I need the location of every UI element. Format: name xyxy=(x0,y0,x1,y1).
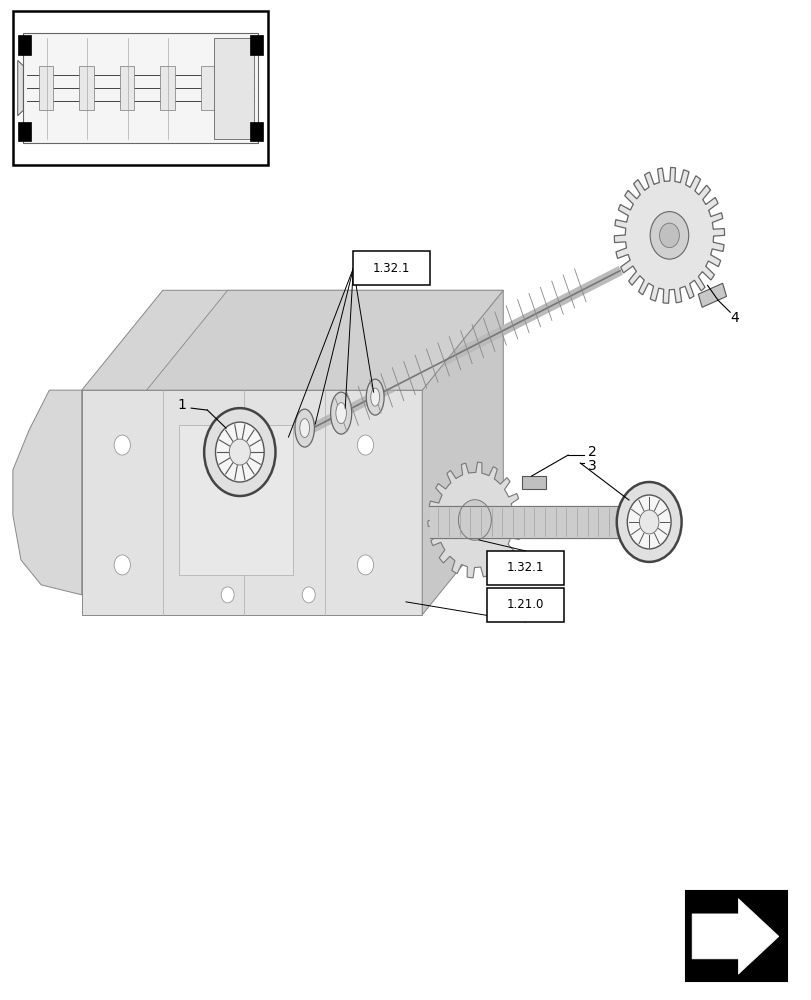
Bar xyxy=(353,251,430,285)
Text: 2: 2 xyxy=(588,445,596,459)
Circle shape xyxy=(650,212,688,259)
Bar xyxy=(120,66,135,110)
Ellipse shape xyxy=(371,388,380,406)
Bar xyxy=(39,66,54,110)
Polygon shape xyxy=(82,290,503,390)
Ellipse shape xyxy=(366,379,384,415)
Bar xyxy=(161,66,174,110)
Ellipse shape xyxy=(299,419,309,438)
Circle shape xyxy=(221,587,234,603)
Bar xyxy=(487,588,564,622)
Bar xyxy=(79,66,94,110)
Polygon shape xyxy=(422,290,503,615)
Ellipse shape xyxy=(336,403,346,424)
Circle shape xyxy=(627,495,670,549)
Text: 1.32.1: 1.32.1 xyxy=(506,561,543,574)
Text: 1.21.0: 1.21.0 xyxy=(506,598,543,611)
Bar xyxy=(487,551,564,585)
Circle shape xyxy=(357,435,373,455)
Bar xyxy=(684,891,786,981)
Bar xyxy=(250,35,263,55)
Circle shape xyxy=(616,482,680,562)
Circle shape xyxy=(204,408,275,496)
Bar xyxy=(13,11,268,165)
Circle shape xyxy=(229,439,250,465)
Circle shape xyxy=(639,510,658,534)
Bar xyxy=(213,38,254,139)
Polygon shape xyxy=(691,899,778,974)
Circle shape xyxy=(114,555,131,575)
Bar xyxy=(521,476,546,489)
Text: 1.32.1: 1.32.1 xyxy=(373,262,410,275)
Bar xyxy=(250,122,263,141)
Polygon shape xyxy=(427,462,521,578)
Circle shape xyxy=(302,587,315,603)
Polygon shape xyxy=(18,60,24,116)
Circle shape xyxy=(357,555,373,575)
Circle shape xyxy=(659,223,679,248)
Bar xyxy=(178,425,292,575)
Text: 4: 4 xyxy=(729,311,738,325)
Polygon shape xyxy=(82,390,422,615)
Bar xyxy=(200,66,215,110)
Polygon shape xyxy=(614,167,723,303)
Ellipse shape xyxy=(294,409,314,447)
Circle shape xyxy=(114,435,131,455)
Polygon shape xyxy=(13,390,82,595)
Bar xyxy=(18,122,31,141)
Circle shape xyxy=(458,500,491,540)
Polygon shape xyxy=(697,283,726,307)
Text: 1: 1 xyxy=(177,398,186,412)
Bar xyxy=(23,33,258,143)
Circle shape xyxy=(215,422,264,482)
Bar xyxy=(18,35,31,55)
Polygon shape xyxy=(147,290,503,390)
Ellipse shape xyxy=(330,392,351,434)
Text: 3: 3 xyxy=(588,459,596,473)
